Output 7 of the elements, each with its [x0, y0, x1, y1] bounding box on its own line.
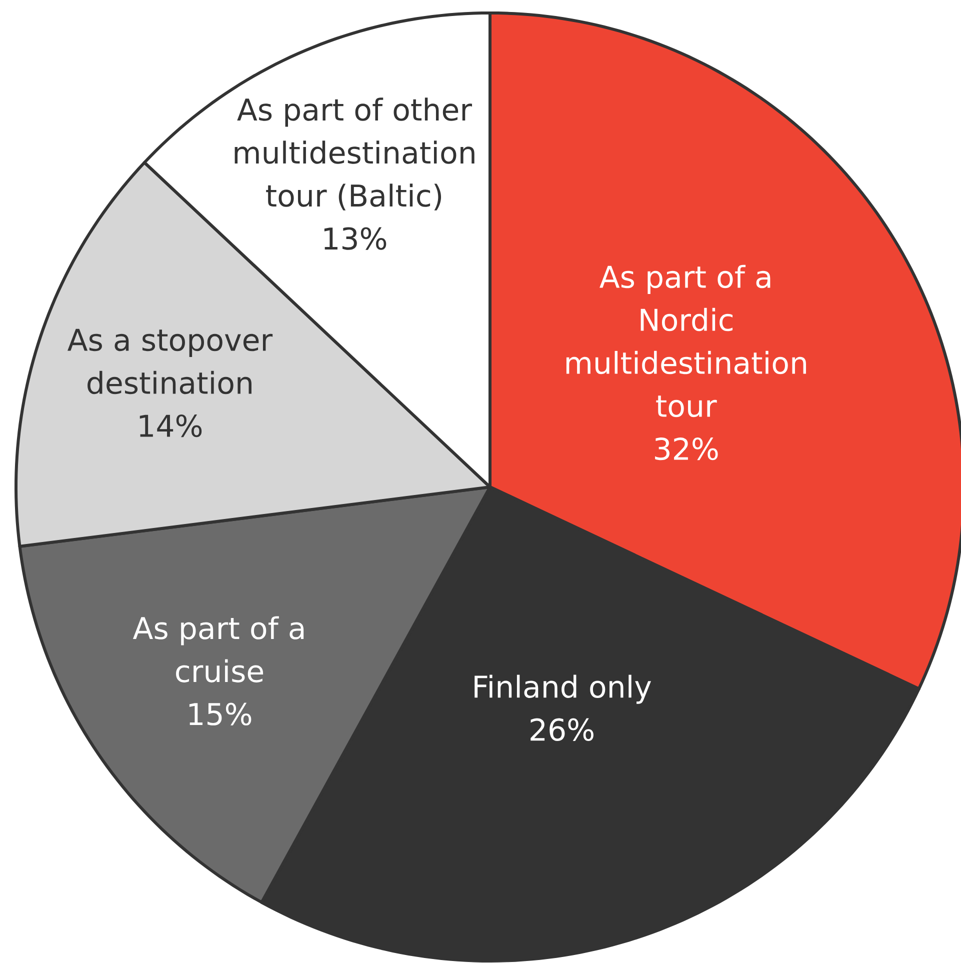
data-label: 15% — [189, 702, 252, 726]
slice-label: As part of other multidestination tour (Baltic) — [234, 98, 474, 210]
data-label: 14% — [140, 414, 202, 438]
slice-label: As a stopover destination — [68, 328, 273, 394]
data-label: 26% — [530, 718, 594, 741]
slice-label: As part of a cruise — [132, 616, 304, 682]
data-label: 13% — [324, 227, 386, 250]
